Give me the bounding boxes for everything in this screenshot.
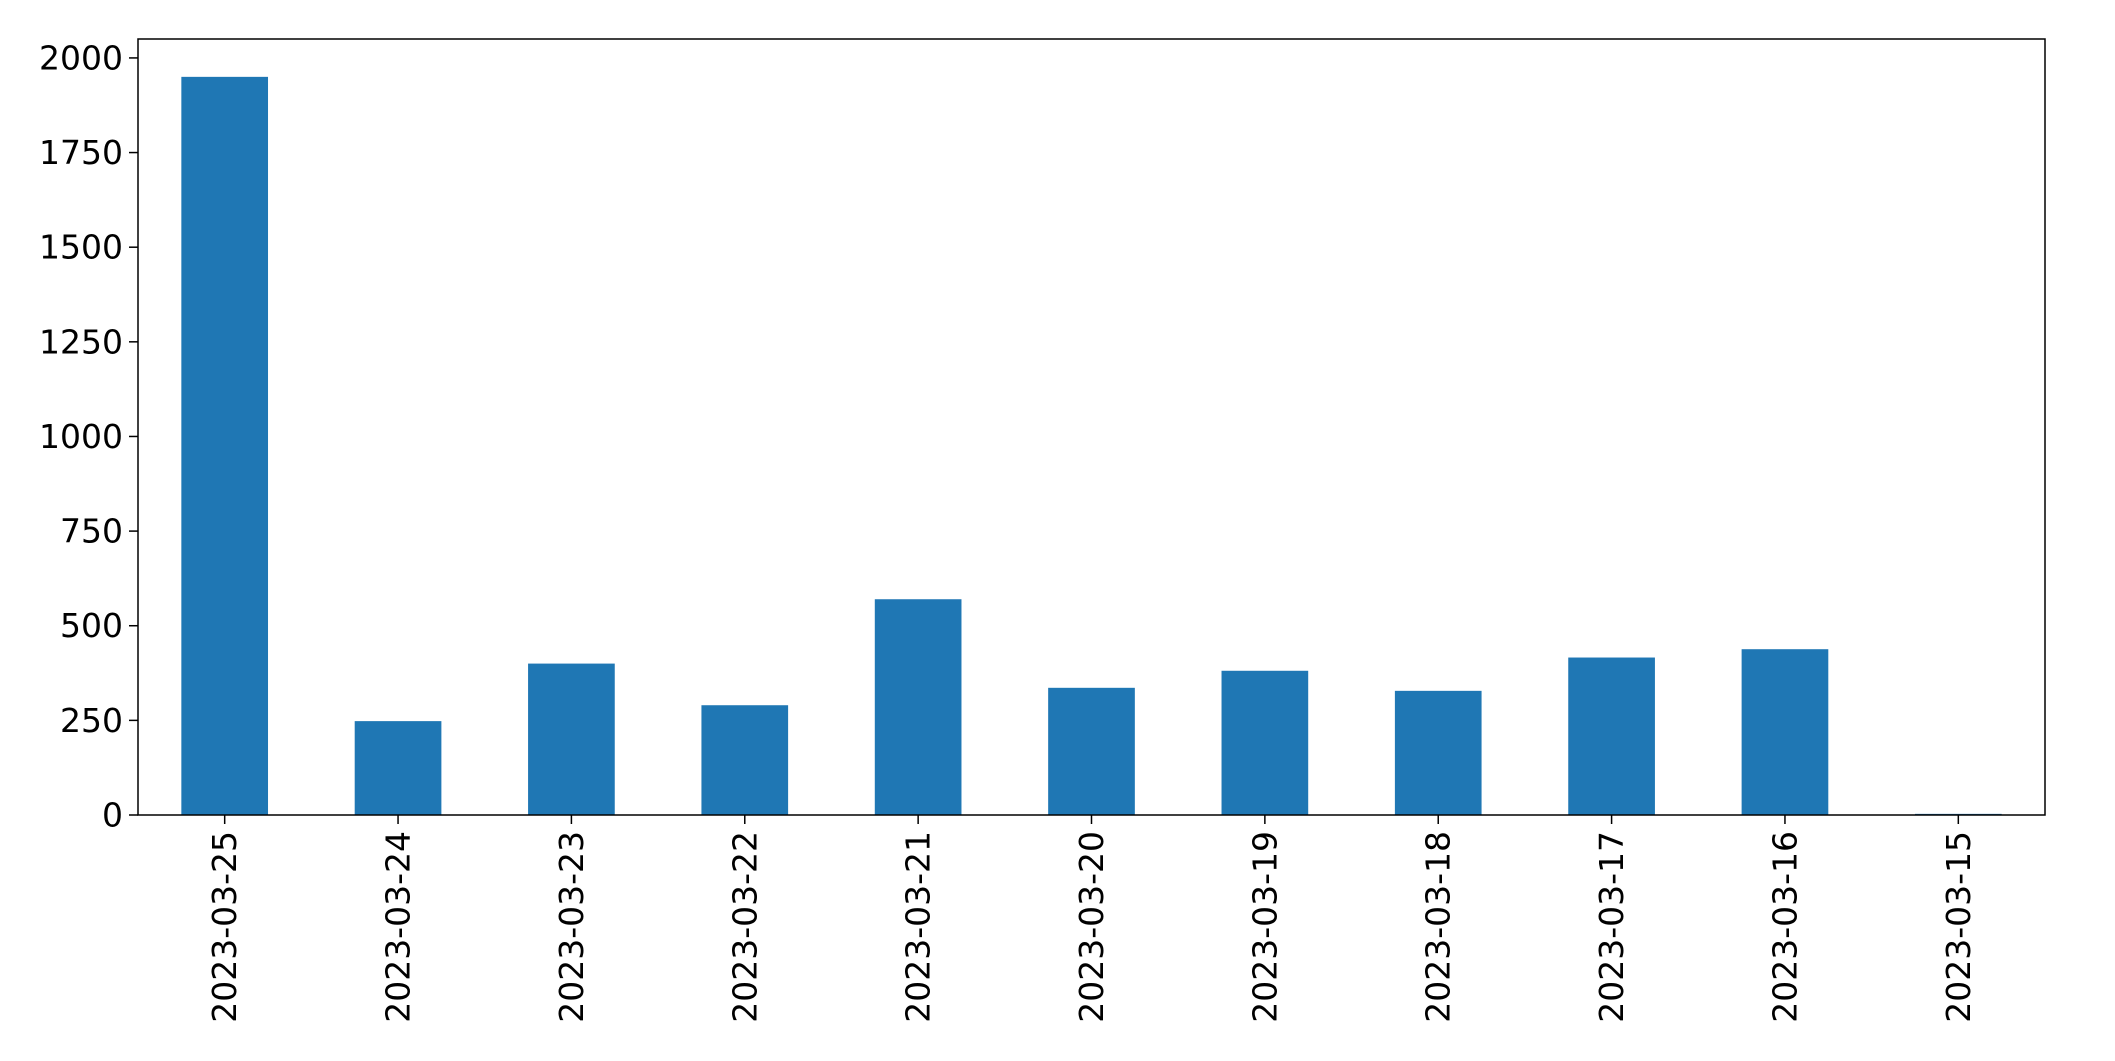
x-axis: 2023-03-25 2023-03-24 2023-03-23 2023-03-22… <box>205 815 1978 1023</box>
bar-2023-03-21 <box>874 599 962 815</box>
bar-2023-03-19 <box>1221 670 1309 815</box>
x-tick-label: 2023-03-16 <box>1765 831 1804 1023</box>
bar-2023-03-23 <box>528 663 615 815</box>
x-tick-label: 2023-03-25 <box>205 831 244 1023</box>
x-tick-label: 2023-03-24 <box>379 831 418 1023</box>
y-tick-label: 1250 <box>39 322 123 361</box>
bar-2023-03-20 <box>1048 687 1135 815</box>
bar-2023-03-16 <box>1741 649 1829 815</box>
bar-2023-03-18 <box>1394 690 1482 815</box>
x-tick-label: 2023-03-17 <box>1592 831 1631 1023</box>
bar-2023-03-25 <box>181 76 269 816</box>
y-tick-label: 2000 <box>39 38 123 77</box>
bar-2023-03-24 <box>354 721 442 815</box>
bar-2023-03-17 <box>1568 657 1655 815</box>
y-tick-label: 1750 <box>39 133 123 172</box>
y-tick-label: 500 <box>60 606 123 645</box>
x-tick-label: 2023-03-21 <box>899 831 938 1023</box>
plot-frame <box>137 38 2046 816</box>
x-tick-label: 2023-03-23 <box>552 831 591 1023</box>
y-tick-label: 0 <box>102 796 123 835</box>
x-tick-label: 2023-03-18 <box>1419 831 1458 1023</box>
y-tick-label: 1500 <box>39 228 123 267</box>
x-tick-label: 2023-03-15 <box>1939 831 1978 1023</box>
x-tick-label: 2023-03-22 <box>725 831 764 1023</box>
bars-group <box>181 76 2002 816</box>
y-tick-label: 1000 <box>39 417 123 456</box>
y-tick-label: 250 <box>60 701 123 740</box>
x-tick-label: 2023-03-20 <box>1072 831 1111 1023</box>
x-tick-label: 2023-03-19 <box>1245 831 1284 1023</box>
y-axis: 0 250 500 750 1000 1250 1500 1750 2000 <box>39 38 138 835</box>
y-tick-label: 750 <box>60 512 123 551</box>
bar-2023-03-22 <box>701 705 789 815</box>
